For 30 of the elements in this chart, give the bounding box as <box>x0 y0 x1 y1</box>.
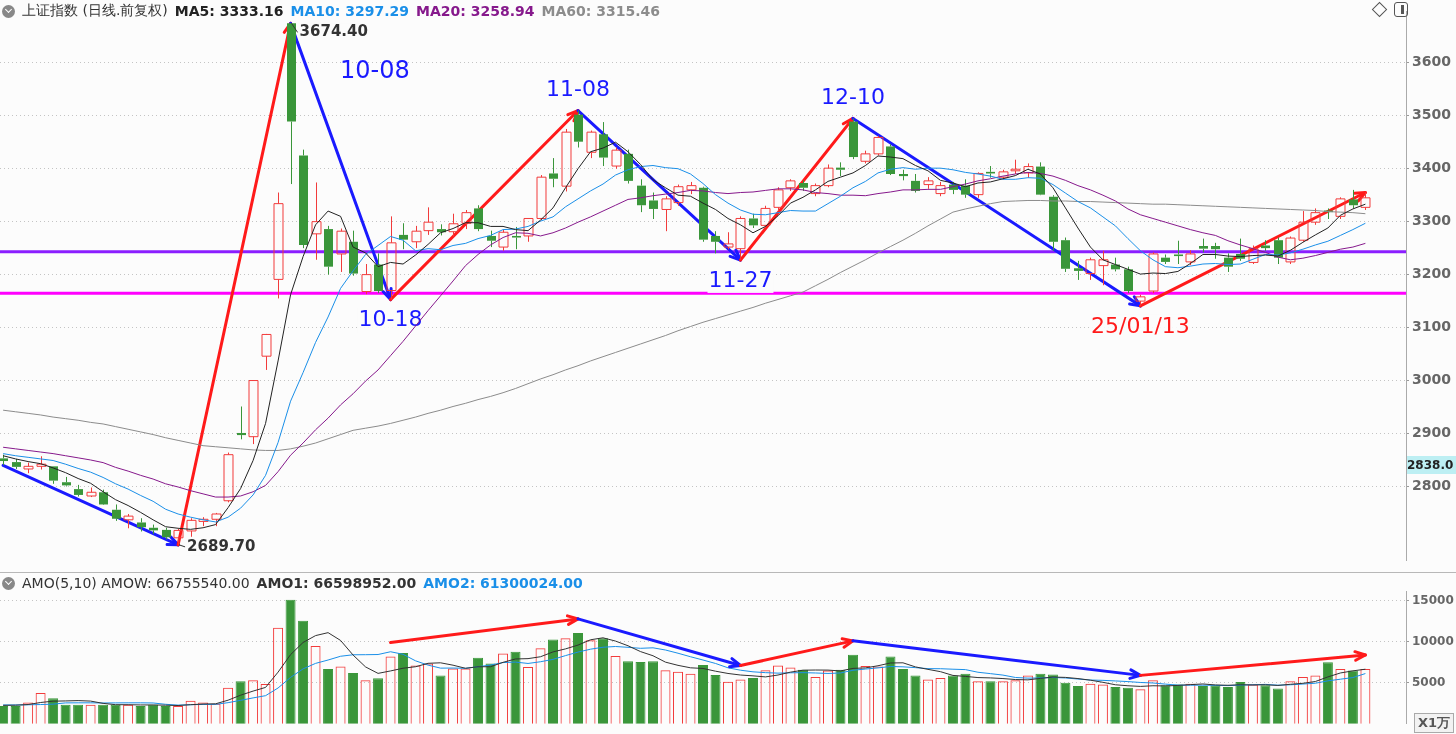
y-tick-label: 3600 <box>1412 53 1452 70</box>
annotation: 11-08 <box>546 76 610 102</box>
annotation: 12-10 <box>821 84 885 110</box>
text: X1万 <box>1413 713 1454 733</box>
y-tick-label: 5000 <box>1412 674 1446 689</box>
y-tick-label: 3500 <box>1412 106 1452 123</box>
text: 2838.0 <box>1407 456 1456 474</box>
text: MA60: 3315.46 <box>541 3 661 19</box>
annotation: 10-18 <box>358 306 423 332</box>
text: MA5: 3333.16 <box>174 3 284 19</box>
chart-title: AMO(5,10) AMOW: 66755540.00 <box>22 575 250 591</box>
y-tick-label: 2900 <box>1412 424 1452 441</box>
text: AMO2: 61300024.00 <box>423 575 583 591</box>
annotation: 11-27 <box>708 266 773 292</box>
annotation: 10-08 <box>340 56 410 84</box>
y-tick-label: 3200 <box>1412 265 1452 282</box>
text: MA10: 3297.29 <box>290 3 410 19</box>
y-tick-label: 3000 <box>1412 371 1452 388</box>
annotation: 25/01/13 <box>1091 312 1190 338</box>
y-tick-label: 3100 <box>1412 318 1452 335</box>
y-tick-label: 3400 <box>1412 159 1452 176</box>
text: MA20: 3258.94 <box>416 3 535 19</box>
chart-title: 上证指数 (日线.前复权) <box>22 2 168 20</box>
y-tick-label: 15000 <box>1412 592 1454 607</box>
annotation: 3674.40 <box>299 22 368 41</box>
text: AMO1: 66598952.00 <box>256 575 417 591</box>
annotation: 2689.70 <box>187 536 256 555</box>
y-tick-label: 3300 <box>1412 212 1452 229</box>
y-tick-label: 2800 <box>1412 477 1452 494</box>
y-tick-label: 10000 <box>1412 633 1454 648</box>
